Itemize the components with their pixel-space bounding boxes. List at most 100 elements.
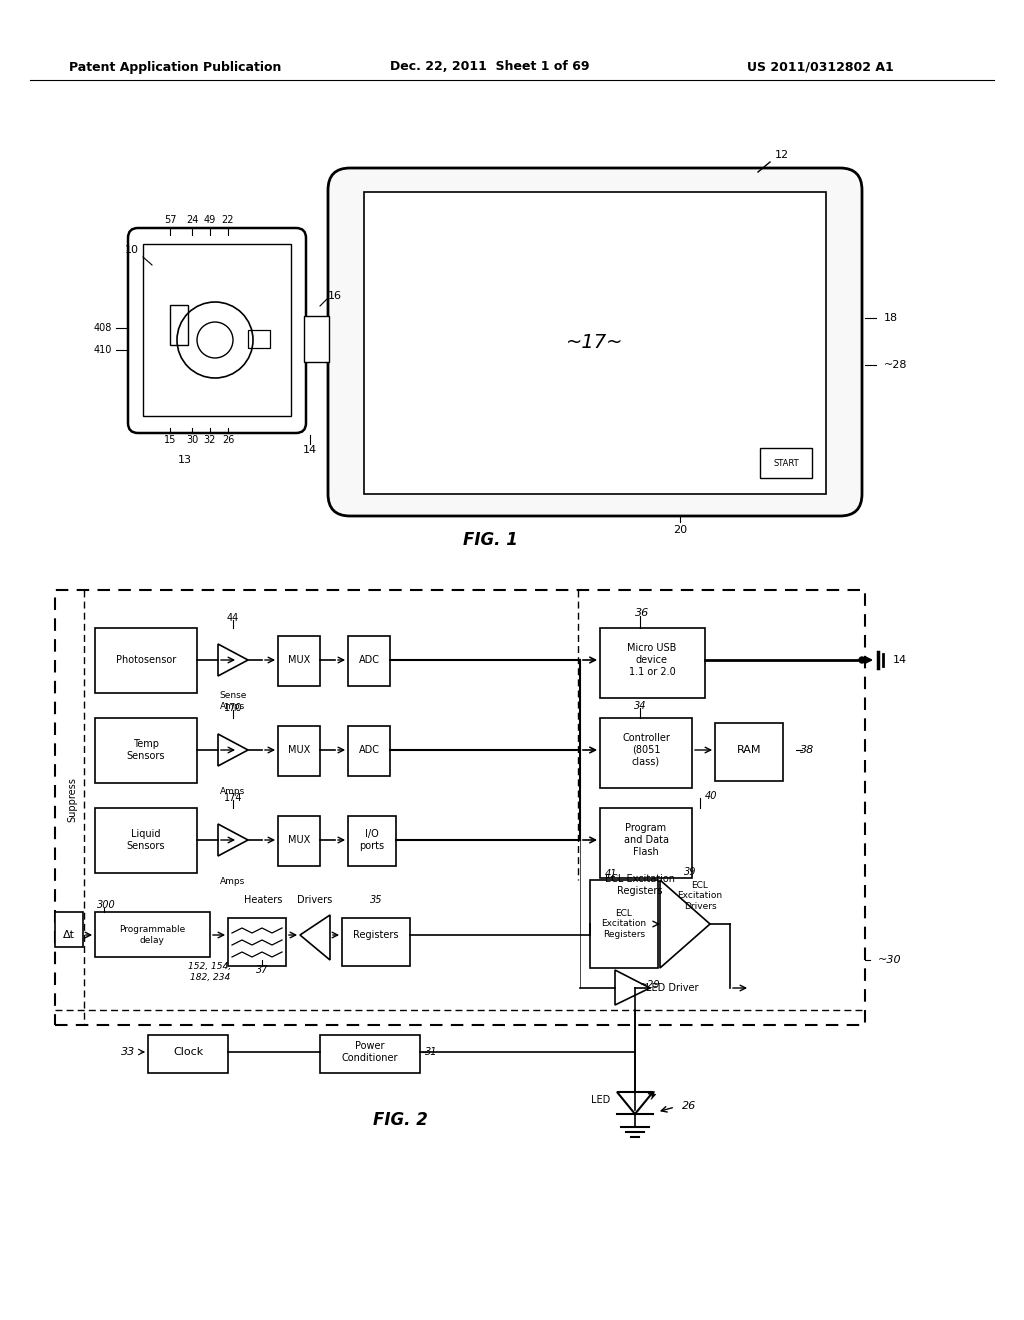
Text: US 2011/0312802 A1: US 2011/0312802 A1 bbox=[746, 61, 893, 74]
Text: 33: 33 bbox=[121, 1047, 135, 1057]
Text: 24: 24 bbox=[185, 215, 199, 224]
Text: START: START bbox=[773, 458, 799, 467]
Text: FIG. 1: FIG. 1 bbox=[463, 531, 517, 549]
Text: 44: 44 bbox=[227, 612, 240, 623]
Text: ~28: ~28 bbox=[884, 360, 907, 370]
Text: 15: 15 bbox=[164, 436, 176, 445]
FancyBboxPatch shape bbox=[364, 191, 826, 494]
Text: RAM: RAM bbox=[736, 744, 761, 755]
Text: 16: 16 bbox=[328, 290, 342, 301]
Text: Amps: Amps bbox=[220, 876, 246, 886]
Text: 41: 41 bbox=[605, 869, 617, 879]
FancyBboxPatch shape bbox=[95, 808, 197, 873]
FancyBboxPatch shape bbox=[590, 880, 658, 968]
Text: LED Driver: LED Driver bbox=[646, 983, 698, 993]
Text: ECL Excitation
Registers: ECL Excitation Registers bbox=[605, 874, 675, 896]
FancyBboxPatch shape bbox=[348, 636, 390, 686]
Text: MUX: MUX bbox=[288, 836, 310, 845]
Text: ~30: ~30 bbox=[878, 954, 901, 965]
Text: 300: 300 bbox=[97, 900, 116, 909]
Text: 30: 30 bbox=[186, 436, 198, 445]
Text: 31: 31 bbox=[425, 1047, 437, 1057]
Text: Δt: Δt bbox=[63, 931, 75, 940]
Text: Controller
(8051
class): Controller (8051 class) bbox=[622, 734, 670, 767]
Text: Photosensor: Photosensor bbox=[116, 655, 176, 665]
Text: 35: 35 bbox=[370, 895, 382, 906]
FancyBboxPatch shape bbox=[348, 726, 390, 776]
Text: 14: 14 bbox=[893, 655, 907, 665]
Text: 37: 37 bbox=[256, 965, 268, 975]
Text: Heaters: Heaters bbox=[244, 895, 283, 906]
FancyBboxPatch shape bbox=[148, 1035, 228, 1073]
FancyBboxPatch shape bbox=[248, 330, 270, 348]
Text: ~29: ~29 bbox=[640, 979, 660, 990]
Text: MUX: MUX bbox=[288, 744, 310, 755]
Text: 18: 18 bbox=[884, 313, 898, 323]
Text: 32: 32 bbox=[204, 436, 216, 445]
FancyBboxPatch shape bbox=[55, 590, 865, 1026]
Text: 408: 408 bbox=[93, 323, 112, 333]
FancyBboxPatch shape bbox=[600, 808, 692, 878]
Text: I/O
ports: I/O ports bbox=[359, 829, 385, 851]
FancyBboxPatch shape bbox=[143, 244, 291, 416]
Text: Amps: Amps bbox=[220, 787, 246, 796]
FancyBboxPatch shape bbox=[95, 628, 197, 693]
FancyBboxPatch shape bbox=[600, 718, 692, 788]
FancyBboxPatch shape bbox=[715, 723, 783, 781]
Text: ECL
Excitation
Drivers: ECL Excitation Drivers bbox=[678, 882, 723, 911]
FancyBboxPatch shape bbox=[328, 168, 862, 516]
Text: Suppress: Suppress bbox=[67, 777, 77, 822]
Text: 39: 39 bbox=[684, 867, 696, 876]
Text: ADC: ADC bbox=[358, 744, 380, 755]
Text: Registers: Registers bbox=[353, 931, 398, 940]
Text: 14: 14 bbox=[303, 445, 317, 455]
Text: 10: 10 bbox=[125, 246, 139, 255]
Text: Micro USB
device
1.1 or 2.0: Micro USB device 1.1 or 2.0 bbox=[628, 643, 677, 677]
Text: 22: 22 bbox=[222, 215, 234, 224]
Text: Liquid
Sensors: Liquid Sensors bbox=[127, 829, 165, 851]
Circle shape bbox=[859, 657, 865, 663]
FancyBboxPatch shape bbox=[305, 330, 328, 348]
Text: FIG. 2: FIG. 2 bbox=[373, 1111, 427, 1129]
Text: Patent Application Publication: Patent Application Publication bbox=[69, 61, 282, 74]
FancyBboxPatch shape bbox=[304, 315, 329, 362]
FancyBboxPatch shape bbox=[760, 447, 812, 478]
FancyBboxPatch shape bbox=[128, 228, 306, 433]
Text: Clock: Clock bbox=[173, 1047, 203, 1057]
Text: 57: 57 bbox=[164, 215, 176, 224]
Text: Programmable
delay: Programmable delay bbox=[119, 925, 185, 945]
FancyBboxPatch shape bbox=[228, 917, 286, 966]
Text: 13: 13 bbox=[178, 455, 193, 465]
FancyBboxPatch shape bbox=[55, 912, 83, 946]
Text: Dec. 22, 2011  Sheet 1 of 69: Dec. 22, 2011 Sheet 1 of 69 bbox=[390, 61, 590, 74]
Text: MUX: MUX bbox=[288, 655, 310, 665]
FancyBboxPatch shape bbox=[278, 726, 319, 776]
Text: 410: 410 bbox=[93, 345, 112, 355]
Text: 12: 12 bbox=[775, 150, 790, 160]
FancyBboxPatch shape bbox=[342, 917, 410, 966]
FancyBboxPatch shape bbox=[170, 305, 188, 345]
Text: 152, 154,
182, 234: 152, 154, 182, 234 bbox=[188, 962, 231, 982]
Text: 49: 49 bbox=[204, 215, 216, 224]
Text: 34: 34 bbox=[634, 701, 646, 711]
Text: 26: 26 bbox=[222, 436, 234, 445]
Text: ADC: ADC bbox=[358, 655, 380, 665]
FancyBboxPatch shape bbox=[319, 1035, 420, 1073]
Text: Program
and Data
Flash: Program and Data Flash bbox=[624, 824, 669, 857]
Text: ECL
Excitation
Registers: ECL Excitation Registers bbox=[601, 909, 646, 939]
FancyBboxPatch shape bbox=[278, 816, 319, 866]
Text: 20: 20 bbox=[673, 525, 687, 535]
Text: 26: 26 bbox=[682, 1101, 696, 1111]
FancyBboxPatch shape bbox=[95, 718, 197, 783]
Text: LED: LED bbox=[591, 1096, 610, 1105]
Text: 170: 170 bbox=[224, 704, 243, 713]
Text: 36: 36 bbox=[635, 609, 649, 618]
Text: Power
Conditioner: Power Conditioner bbox=[342, 1041, 398, 1063]
FancyBboxPatch shape bbox=[600, 628, 705, 698]
Text: Drivers: Drivers bbox=[297, 895, 333, 906]
Text: Temp
Sensors: Temp Sensors bbox=[127, 739, 165, 760]
FancyBboxPatch shape bbox=[95, 912, 210, 957]
FancyBboxPatch shape bbox=[278, 636, 319, 686]
Text: 40: 40 bbox=[705, 791, 718, 801]
Text: ~17~: ~17~ bbox=[566, 334, 624, 352]
